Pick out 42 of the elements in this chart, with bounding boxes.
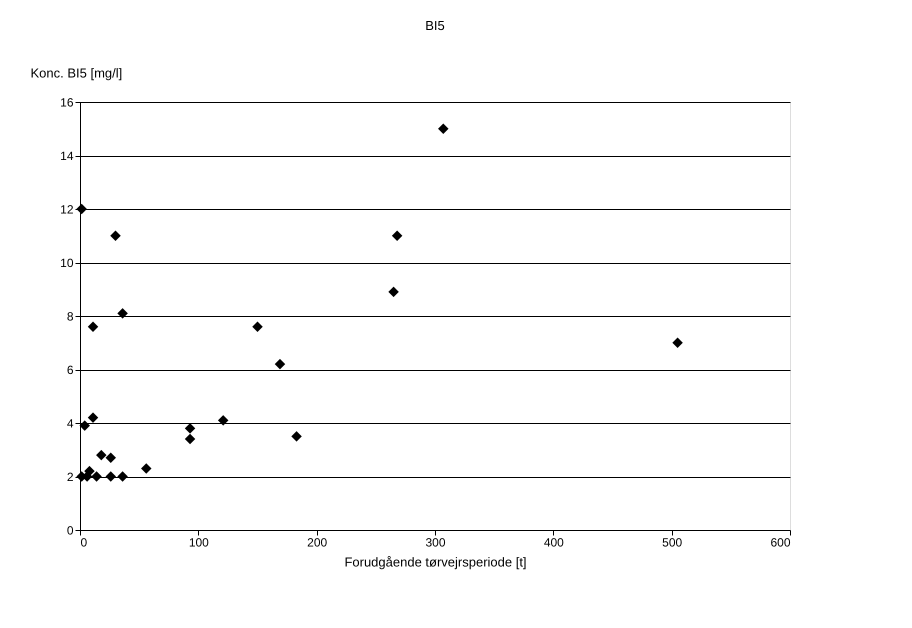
point xyxy=(76,204,87,214)
x-tick-label: 600 xyxy=(770,536,791,550)
x-tick-label: 0 xyxy=(80,536,88,550)
y-tick-label: 16 xyxy=(60,96,74,110)
y-tick-label: 0 xyxy=(66,524,74,538)
point xyxy=(141,463,152,474)
point xyxy=(291,431,302,442)
y-tick-label: 12 xyxy=(60,202,74,216)
point xyxy=(117,471,128,482)
point xyxy=(91,471,102,482)
chart-title: BI5 xyxy=(425,18,445,33)
x-axis-title: Forudgående tørvejrsperiode [t] xyxy=(344,554,527,570)
y-tick-label: 2 xyxy=(66,470,74,484)
y-tick-label: 14 xyxy=(60,149,74,163)
point xyxy=(274,358,286,370)
x-tick-label: 200 xyxy=(307,536,328,550)
point xyxy=(110,230,121,241)
y-tick-label: 8 xyxy=(66,310,74,324)
y-tick-label: 6 xyxy=(66,363,74,377)
point xyxy=(106,452,116,464)
point xyxy=(88,321,98,332)
point xyxy=(88,412,98,423)
x-tick-label: 400 xyxy=(544,536,564,550)
y-axis-title: Konc. BI5 [mg/l] xyxy=(30,66,122,80)
x-tick-label: 100 xyxy=(188,536,210,550)
y-tick-label: 4 xyxy=(66,416,74,430)
point xyxy=(79,420,90,431)
point xyxy=(106,471,116,482)
x-tick-label: 500 xyxy=(662,536,682,550)
point xyxy=(218,415,228,426)
point xyxy=(96,450,107,460)
point xyxy=(184,423,196,434)
point xyxy=(392,230,402,241)
point xyxy=(252,321,263,332)
x-tick-label: 300 xyxy=(425,536,446,550)
point xyxy=(672,338,683,348)
point xyxy=(184,434,196,444)
point xyxy=(117,308,128,319)
point xyxy=(388,286,399,298)
point xyxy=(84,466,95,476)
y-tick-label: 10 xyxy=(60,256,74,270)
point xyxy=(438,124,449,134)
